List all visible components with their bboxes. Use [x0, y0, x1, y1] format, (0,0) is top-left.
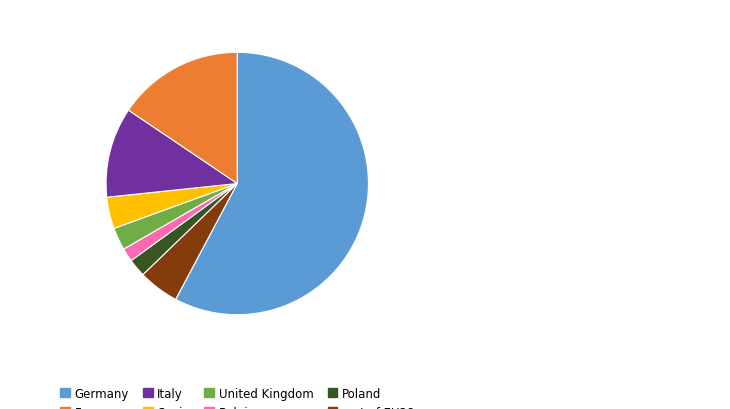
Wedge shape	[143, 184, 237, 300]
Wedge shape	[114, 184, 237, 249]
Wedge shape	[123, 184, 237, 261]
Wedge shape	[176, 53, 369, 315]
Legend: Germany, France, Italy, Spain, United Kingdom, Belgium, Poland, rest of EU28: Germany, France, Italy, Spain, United Ki…	[55, 382, 419, 409]
Wedge shape	[131, 184, 237, 275]
Wedge shape	[107, 184, 237, 229]
Wedge shape	[128, 53, 237, 184]
Wedge shape	[106, 111, 237, 198]
